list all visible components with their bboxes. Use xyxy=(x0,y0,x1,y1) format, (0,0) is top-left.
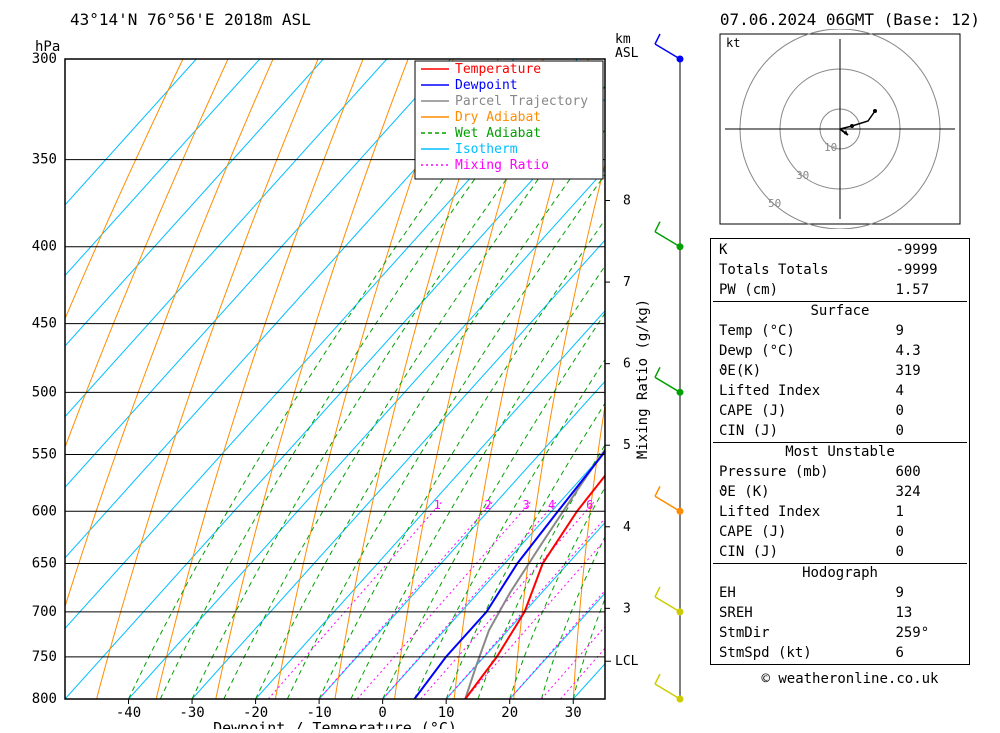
svg-text:500: 500 xyxy=(32,384,57,400)
index-key: CAPE (J) xyxy=(713,523,883,541)
index-val: 9 xyxy=(885,322,967,340)
svg-text:8: 8 xyxy=(623,194,631,209)
index-key: ϑE(K) xyxy=(713,362,883,380)
datetime-title: 07.06.2024 06GMT (Base: 12) xyxy=(720,10,980,29)
svg-text:750: 750 xyxy=(32,649,57,665)
svg-text:km: km xyxy=(615,32,631,47)
svg-text:kt: kt xyxy=(726,36,740,50)
indices-table: K-9999Totals Totals-9999PW (cm)1.57Surfa… xyxy=(710,238,970,665)
index-key: Lifted Index xyxy=(713,382,883,400)
index-key: Totals Totals xyxy=(713,261,883,279)
index-key: K xyxy=(713,241,883,259)
svg-text:6: 6 xyxy=(586,498,593,512)
svg-text:Temperature: Temperature xyxy=(455,62,541,77)
index-val: 0 xyxy=(885,543,967,561)
svg-text:LCL: LCL xyxy=(615,654,639,669)
svg-text:Mixing Ratio: Mixing Ratio xyxy=(455,158,549,173)
index-val: 259° xyxy=(885,624,967,642)
index-val: 4 xyxy=(885,382,967,400)
index-val: 0 xyxy=(885,402,967,420)
index-key: PW (cm) xyxy=(713,281,883,299)
svg-text:Parcel Trajectory: Parcel Trajectory xyxy=(455,94,588,109)
index-key: StmSpd (kt) xyxy=(713,644,883,662)
svg-text:hPa: hPa xyxy=(35,39,60,55)
svg-text:3: 3 xyxy=(623,601,631,616)
index-val: 319 xyxy=(885,362,967,380)
svg-text:7: 7 xyxy=(623,275,631,290)
svg-text:1: 1 xyxy=(434,498,441,512)
index-key: Lifted Index xyxy=(713,503,883,521)
svg-text:-30: -30 xyxy=(179,705,204,721)
index-val: 600 xyxy=(885,463,967,481)
svg-text:-40: -40 xyxy=(116,705,141,721)
svg-text:600: 600 xyxy=(32,503,57,519)
index-val: -9999 xyxy=(885,261,967,279)
index-val: 1 xyxy=(885,503,967,521)
svg-text:650: 650 xyxy=(32,556,57,572)
svg-text:Dry Adiabat: Dry Adiabat xyxy=(455,110,541,125)
index-val: 0 xyxy=(885,523,967,541)
svg-text:4: 4 xyxy=(548,498,555,512)
svg-text:350: 350 xyxy=(32,152,57,168)
svg-text:Wet Adiabat: Wet Adiabat xyxy=(455,126,541,141)
svg-text:30: 30 xyxy=(565,705,582,721)
location-title: 43°14'N 76°56'E 2018m ASL xyxy=(70,10,311,29)
index-key: Dewp (°C) xyxy=(713,342,883,360)
svg-text:Isotherm: Isotherm xyxy=(455,142,518,157)
svg-text:3: 3 xyxy=(523,498,530,512)
section-head: Hodograph xyxy=(713,563,967,582)
index-key: Pressure (mb) xyxy=(713,463,883,481)
index-val: 9 xyxy=(885,584,967,602)
index-val: 4.3 xyxy=(885,342,967,360)
index-val: 6 xyxy=(885,644,967,662)
index-val: 13 xyxy=(885,604,967,622)
index-key: ϑE (K) xyxy=(713,483,883,501)
index-val: 0 xyxy=(885,422,967,440)
svg-text:6: 6 xyxy=(623,357,631,372)
index-key: CIN (J) xyxy=(713,543,883,561)
section-head: Surface xyxy=(713,301,967,320)
index-key: StmDir xyxy=(713,624,883,642)
svg-text:50: 50 xyxy=(768,197,781,210)
skewt-chart: 12346300350400450500550600650700750800-4… xyxy=(10,29,700,729)
svg-text:800: 800 xyxy=(32,691,57,707)
index-key: EH xyxy=(713,584,883,602)
svg-text:20: 20 xyxy=(501,705,518,721)
index-key: CIN (J) xyxy=(713,422,883,440)
svg-text:5: 5 xyxy=(623,438,631,453)
index-key: CAPE (J) xyxy=(713,402,883,420)
index-val: 324 xyxy=(885,483,967,501)
svg-text:450: 450 xyxy=(32,316,57,332)
svg-text:700: 700 xyxy=(32,604,57,620)
svg-text:2: 2 xyxy=(484,498,491,512)
index-key: SREH xyxy=(713,604,883,622)
hodograph: 10 30 50 kt xyxy=(710,29,970,229)
svg-text:10: 10 xyxy=(824,141,837,154)
svg-text:Dewpoint / Temperature (°C): Dewpoint / Temperature (°C) xyxy=(213,719,457,729)
index-val: 1.57 xyxy=(885,281,967,299)
svg-text:400: 400 xyxy=(32,239,57,255)
index-key: Temp (°C) xyxy=(713,322,883,340)
svg-text:550: 550 xyxy=(32,447,57,463)
svg-text:Dewpoint: Dewpoint xyxy=(455,78,518,93)
svg-text:ASL: ASL xyxy=(615,46,639,61)
index-val: -9999 xyxy=(885,241,967,259)
copyright: © weatheronline.co.uk xyxy=(710,671,990,687)
svg-text:30: 30 xyxy=(796,169,809,182)
svg-text:4: 4 xyxy=(623,520,631,535)
section-head: Most Unstable xyxy=(713,442,967,461)
svg-text:Mixing Ratio (g/kg): Mixing Ratio (g/kg) xyxy=(635,299,651,459)
